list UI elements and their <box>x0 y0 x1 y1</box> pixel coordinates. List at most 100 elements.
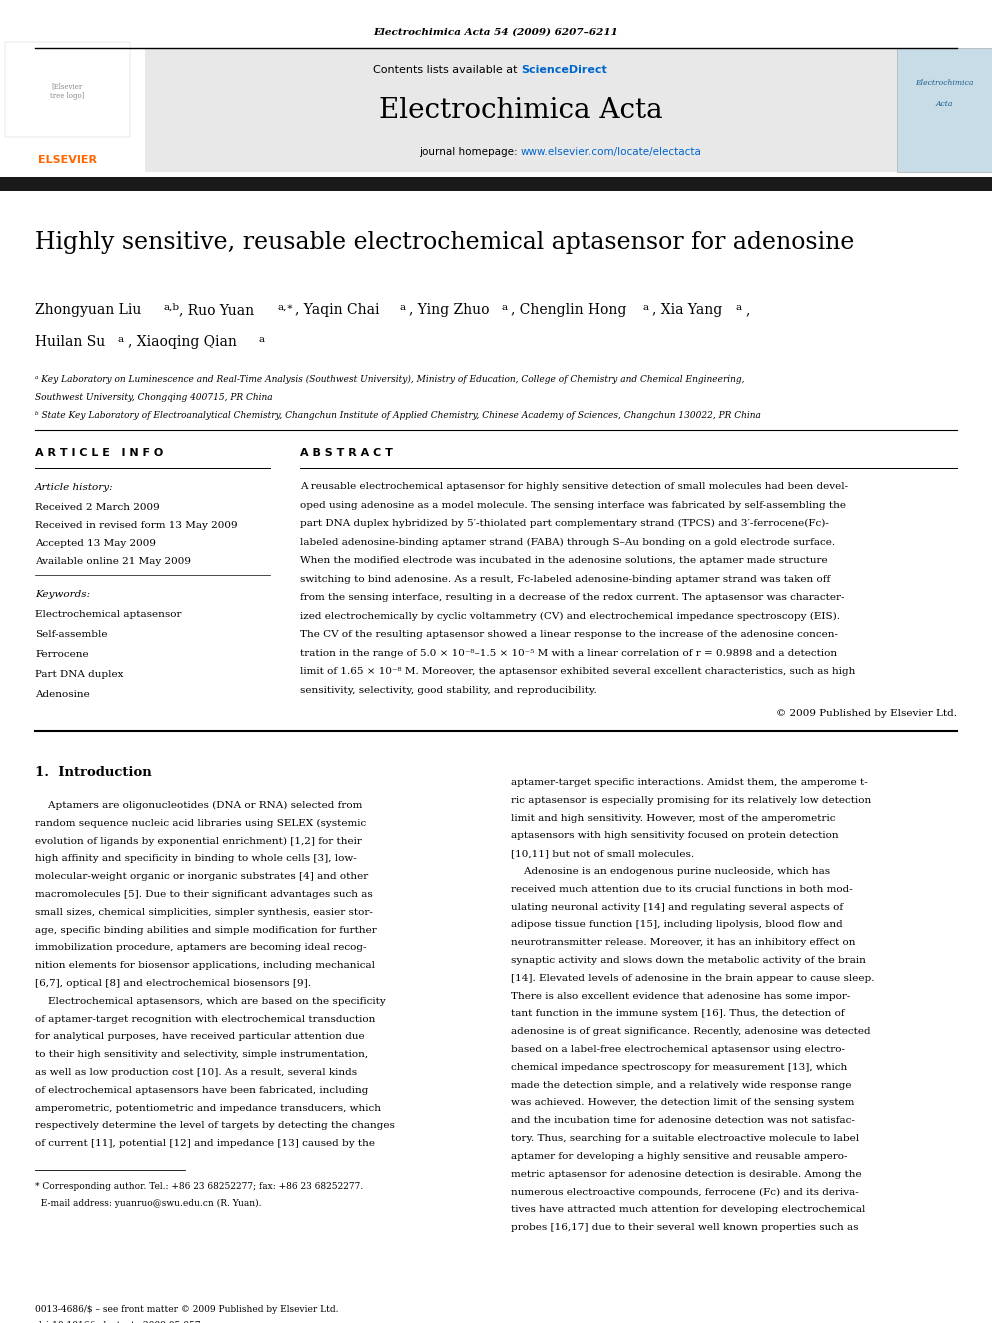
Text: 1.  Introduction: 1. Introduction <box>35 766 152 779</box>
Text: small sizes, chemical simplicities, simpler synthesis, easier stor-: small sizes, chemical simplicities, simp… <box>35 908 373 917</box>
Text: high affinity and specificity in binding to whole cells [3], low-: high affinity and specificity in binding… <box>35 855 357 864</box>
Text: , Xiaoqing Qian: , Xiaoqing Qian <box>128 335 237 349</box>
Text: a: a <box>642 303 648 312</box>
Text: Received in revised form 13 May 2009: Received in revised form 13 May 2009 <box>35 521 238 531</box>
Text: evolution of ligands by exponential enrichment) [1,2] for their: evolution of ligands by exponential enri… <box>35 836 362 845</box>
Text: The CV of the resulting aptasensor showed a linear response to the increase of t: The CV of the resulting aptasensor showe… <box>300 630 838 639</box>
Text: as well as low production cost [10]. As a result, several kinds: as well as low production cost [10]. As … <box>35 1068 357 1077</box>
Text: a,∗: a,∗ <box>277 303 294 312</box>
Text: tives have attracted much attention for developing electrochemical: tives have attracted much attention for … <box>511 1205 865 1215</box>
Text: Part DNA duplex: Part DNA duplex <box>35 669 123 679</box>
Text: Huilan Su: Huilan Su <box>35 335 105 349</box>
Text: , Xia Yang: , Xia Yang <box>652 303 722 318</box>
Text: A reusable electrochemical aptasensor for highly sensitive detection of small mo: A reusable electrochemical aptasensor fo… <box>300 482 848 491</box>
Text: ric aptasensor is especially promising for its relatively low detection: ric aptasensor is especially promising f… <box>511 796 871 804</box>
Text: [6,7], optical [8] and electrochemical biosensors [9].: [6,7], optical [8] and electrochemical b… <box>35 979 311 988</box>
Text: ,: , <box>745 303 749 318</box>
Text: When the modified electrode was incubated in the adenosine solutions, the aptame: When the modified electrode was incubate… <box>300 556 827 565</box>
Text: limit of 1.65 × 10⁻⁸ M. Moreover, the aptasensor exhibited several excellent cha: limit of 1.65 × 10⁻⁸ M. Moreover, the ap… <box>300 667 855 676</box>
Text: tant function in the immune system [16]. Thus, the detection of: tant function in the immune system [16].… <box>511 1009 844 1019</box>
Text: Contents lists available at: Contents lists available at <box>373 65 521 75</box>
Text: synaptic activity and slows down the metabolic activity of the brain: synaptic activity and slows down the met… <box>511 957 866 964</box>
Text: tration in the range of 5.0 × 10⁻⁸–1.5 × 10⁻⁵ M with a linear correlation of r =: tration in the range of 5.0 × 10⁻⁸–1.5 ×… <box>300 648 837 658</box>
Text: limit and high sensitivity. However, most of the amperometric: limit and high sensitivity. However, mos… <box>511 814 835 823</box>
Text: , Yaqin Chai: , Yaqin Chai <box>295 303 380 318</box>
Text: age, specific binding abilities and simple modification for further: age, specific binding abilities and simp… <box>35 926 377 934</box>
Text: oped using adenosine as a model molecule. The sensing interface was fabricated b: oped using adenosine as a model molecule… <box>300 500 846 509</box>
Text: Accepted 13 May 2009: Accepted 13 May 2009 <box>35 538 156 548</box>
Text: , Chenglin Hong: , Chenglin Hong <box>511 303 626 318</box>
Text: probes [16,17] due to their several well known properties such as: probes [16,17] due to their several well… <box>511 1222 858 1232</box>
Text: of aptamer-target recognition with electrochemical transduction: of aptamer-target recognition with elect… <box>35 1015 375 1024</box>
Text: labeled adenosine-binding aptamer strand (FABA) through S–Au bonding on a gold e: labeled adenosine-binding aptamer strand… <box>300 537 835 546</box>
Text: sensitivity, selectivity, good stability, and reproducibility.: sensitivity, selectivity, good stability… <box>300 685 597 695</box>
Text: a: a <box>735 303 741 312</box>
Text: journal homepage:: journal homepage: <box>420 147 521 157</box>
Text: based on a label-free electrochemical aptasensor using electro-: based on a label-free electrochemical ap… <box>511 1045 845 1054</box>
Text: Keywords:: Keywords: <box>35 590 90 599</box>
Text: molecular-weight organic or inorganic substrates [4] and other: molecular-weight organic or inorganic su… <box>35 872 368 881</box>
Text: of current [11], potential [12] and impedance [13] caused by the: of current [11], potential [12] and impe… <box>35 1139 375 1148</box>
Text: ELSEVIER: ELSEVIER <box>38 155 96 165</box>
Text: nition elements for biosensor applications, including mechanical: nition elements for biosensor applicatio… <box>35 962 375 970</box>
Text: Adenosine is an endogenous purine nucleoside, which has: Adenosine is an endogenous purine nucleo… <box>511 867 830 876</box>
Text: 0013-4686/$ – see front matter © 2009 Published by Elsevier Ltd.: 0013-4686/$ – see front matter © 2009 Pu… <box>35 1304 338 1314</box>
Bar <box>897 48 992 172</box>
Text: Adenosine: Adenosine <box>35 691 89 699</box>
Text: aptamer for developing a highly sensitive and reusable ampero-: aptamer for developing a highly sensitiv… <box>511 1152 847 1160</box>
Text: ScienceDirect: ScienceDirect <box>521 65 607 75</box>
Text: doi:10.1016/j.electacta.2009.05.057: doi:10.1016/j.electacta.2009.05.057 <box>35 1320 200 1323</box>
Text: of electrochemical aptasensors have been fabricated, including: of electrochemical aptasensors have been… <box>35 1086 368 1095</box>
Text: received much attention due to its crucial functions in both mod-: received much attention due to its cruci… <box>511 885 853 894</box>
Text: aptasensors with high sensitivity focused on protein detection: aptasensors with high sensitivity focuse… <box>511 831 838 840</box>
Text: Available online 21 May 2009: Available online 21 May 2009 <box>35 557 191 566</box>
Text: [14]. Elevated levels of adenosine in the brain appear to cause sleep.: [14]. Elevated levels of adenosine in th… <box>511 974 875 983</box>
Text: part DNA duplex hybridized by 5′-thiolated part complementary strand (TPCS) and : part DNA duplex hybridized by 5′-thiolat… <box>300 519 829 528</box>
Text: Received 2 March 2009: Received 2 March 2009 <box>35 503 160 512</box>
Text: There is also excellent evidence that adenosine has some impor-: There is also excellent evidence that ad… <box>511 992 850 1000</box>
Text: a: a <box>117 335 123 344</box>
Text: adenosine is of great significance. Recently, adenosine was detected: adenosine is of great significance. Rece… <box>511 1027 871 1036</box>
Text: was achieved. However, the detection limit of the sensing system: was achieved. However, the detection lim… <box>511 1098 854 1107</box>
Text: * Corresponding author. Tel.: +86 23 68252277; fax: +86 23 68252277.: * Corresponding author. Tel.: +86 23 682… <box>35 1181 363 1191</box>
Text: for analytical purposes, have received particular attention due: for analytical purposes, have received p… <box>35 1032 365 1041</box>
Text: made the detection simple, and a relatively wide response range: made the detection simple, and a relativ… <box>511 1081 851 1090</box>
Bar <box>145 48 897 172</box>
Text: to their high sensitivity and selectivity, simple instrumentation,: to their high sensitivity and selectivit… <box>35 1050 368 1060</box>
Text: Ferrocene: Ferrocene <box>35 650 88 659</box>
Text: chemical impedance spectroscopy for measurement [13], which: chemical impedance spectroscopy for meas… <box>511 1062 847 1072</box>
Text: tory. Thus, searching for a suitable electroactive molecule to label: tory. Thus, searching for a suitable ele… <box>511 1134 859 1143</box>
Text: metric aptasensor for adenosine detection is desirable. Among the: metric aptasensor for adenosine detectio… <box>511 1170 862 1179</box>
Text: ulating neuronal activity [14] and regulating several aspects of: ulating neuronal activity [14] and regul… <box>511 902 843 912</box>
Text: Acta: Acta <box>935 99 953 107</box>
Text: Highly sensitive, reusable electrochemical aptasensor for adenosine: Highly sensitive, reusable electrochemic… <box>35 232 854 254</box>
Text: adipose tissue function [15], including lipolysis, blood flow and: adipose tissue function [15], including … <box>511 921 843 929</box>
Text: [10,11] but not of small molecules.: [10,11] but not of small molecules. <box>511 849 694 859</box>
Text: respectively determine the level of targets by detecting the changes: respectively determine the level of targ… <box>35 1122 395 1130</box>
Text: Electrochimica: Electrochimica <box>916 79 974 87</box>
Text: macromolecules [5]. Due to their significant advantages such as: macromolecules [5]. Due to their signifi… <box>35 890 373 900</box>
Text: , Ying Zhuo: , Ying Zhuo <box>409 303 489 318</box>
Text: a: a <box>501 303 507 312</box>
Text: numerous electroactive compounds, ferrocene (Fc) and its deriva-: numerous electroactive compounds, ferroc… <box>511 1188 859 1196</box>
Text: © 2009 Published by Elsevier Ltd.: © 2009 Published by Elsevier Ltd. <box>776 709 957 718</box>
Text: A R T I C L E   I N F O: A R T I C L E I N F O <box>35 448 164 458</box>
Text: ᵃ Key Laboratory on Luminescence and Real-Time Analysis (Southwest University), : ᵃ Key Laboratory on Luminescence and Rea… <box>35 374 745 384</box>
Text: ᵇ State Key Laboratory of Electroanalytical Chemistry, Changchun Institute of Ap: ᵇ State Key Laboratory of Electroanalyti… <box>35 411 761 419</box>
Text: a,b: a,b <box>163 303 180 312</box>
Text: Zhongyuan Liu: Zhongyuan Liu <box>35 303 142 318</box>
Text: Article history:: Article history: <box>35 483 114 492</box>
Text: Electrochemical aptasensor: Electrochemical aptasensor <box>35 610 182 619</box>
Text: [Elsevier
tree logo]: [Elsevier tree logo] <box>50 83 84 101</box>
Text: ized electrochemically by cyclic voltammetry (CV) and electrochemical impedance : ized electrochemically by cyclic voltamm… <box>300 611 840 620</box>
Text: Self-assemble: Self-assemble <box>35 630 107 639</box>
Text: , Ruo Yuan: , Ruo Yuan <box>179 303 254 318</box>
Text: random sequence nucleic acid libraries using SELEX (systemic: random sequence nucleic acid libraries u… <box>35 819 366 828</box>
Text: a: a <box>258 335 264 344</box>
Text: and the incubation time for adenosine detection was not satisfac-: and the incubation time for adenosine de… <box>511 1117 855 1125</box>
Text: immobilization procedure, aptamers are becoming ideal recog-: immobilization procedure, aptamers are b… <box>35 943 366 953</box>
Text: Electrochemical aptasensors, which are based on the specificity: Electrochemical aptasensors, which are b… <box>35 996 386 1005</box>
Text: Electrochimica Acta 54 (2009) 6207–6211: Electrochimica Acta 54 (2009) 6207–6211 <box>374 28 618 37</box>
Text: A B S T R A C T: A B S T R A C T <box>300 448 393 458</box>
Bar <box>0 177 992 191</box>
